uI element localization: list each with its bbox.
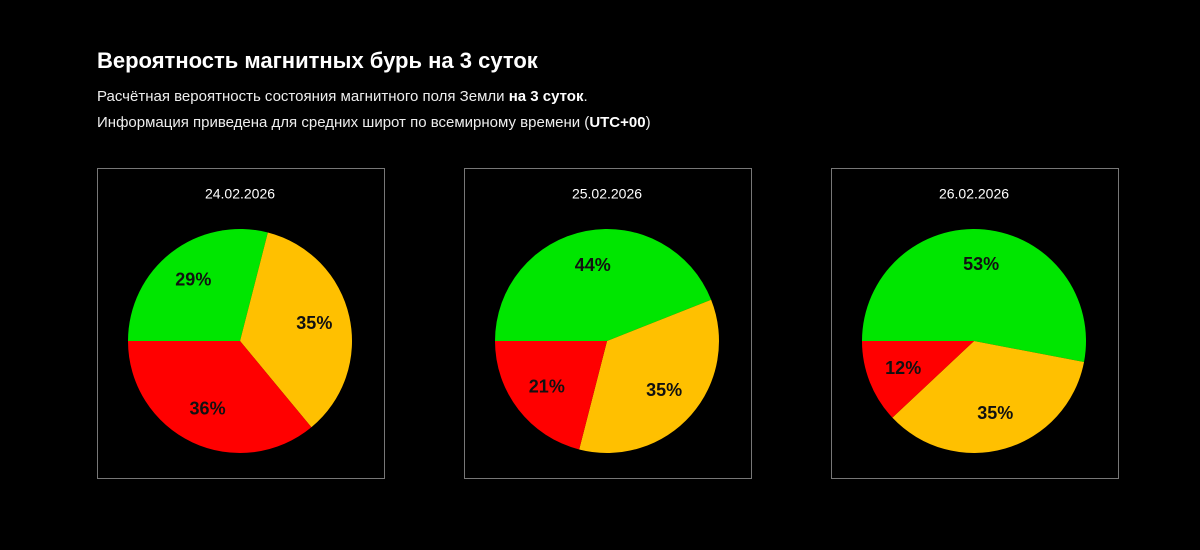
slice-label: 35% [646,380,682,400]
pie-slice [495,341,607,450]
chart-title: 26.02.2026 [939,186,1009,202]
text: Информация приведена для средних широт п… [97,114,590,131]
slice-label: 21% [529,376,565,396]
slice-label: 12% [885,358,921,378]
page-title: Вероятность магнитных бурь на 3 суток [97,48,538,73]
chart-frame [831,168,1119,479]
slice-label: 53% [963,254,999,274]
pie-slice [862,341,974,418]
text: . [583,88,588,105]
chart-frame [97,168,385,479]
chart-frame [464,168,752,479]
pie-slice [128,341,312,454]
chart-title: 24.02.2026 [205,186,275,202]
header: Вероятность магнитных бурь на 3 суток Ра… [97,48,651,140]
pie-slice [862,228,1086,362]
slice-label: 35% [977,403,1013,423]
subtitle: Информация приведена для средних широт п… [97,114,651,132]
bold-text: UTC+00 [589,114,646,131]
chart-title: 25.02.2026 [572,186,642,202]
text: ) [645,114,651,131]
bold-text: на 3 суток [508,88,584,105]
text: Расчётная вероятность состояния магнитно… [97,88,509,105]
slice-label: 44% [575,255,611,275]
subtitle: Расчётная вероятность состояния магнитно… [97,88,651,106]
pie-slice [579,299,719,454]
slice-label: 29% [175,270,211,290]
pie-slice [128,228,268,341]
pie-slice [892,341,1085,453]
slice-label: 36% [190,399,226,419]
slice-label: 35% [296,313,332,333]
pie-slice [240,232,352,428]
pie-slice [495,228,712,341]
